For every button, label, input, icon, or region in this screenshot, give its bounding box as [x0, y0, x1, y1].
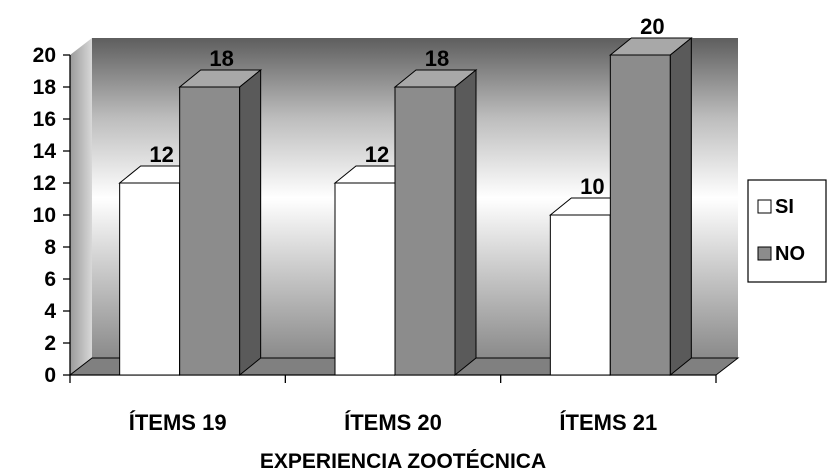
y-tick-label: 6	[44, 268, 56, 291]
y-tick-label: 20	[33, 44, 56, 67]
data-label: 18	[425, 46, 449, 71]
bar-front	[180, 87, 240, 375]
side-wall	[70, 38, 92, 375]
bar-no-1	[180, 70, 261, 375]
x-tick-label: ÍTEMS 20	[344, 410, 442, 435]
data-label: 20	[640, 14, 664, 39]
y-tick-label: 8	[44, 236, 56, 259]
bar-front	[395, 87, 455, 375]
bar-front	[120, 183, 180, 375]
y-tick-label: 10	[33, 204, 56, 227]
legend-label: SI	[775, 196, 794, 218]
y-tick-label: 18	[33, 76, 57, 99]
x-tick-label: ÍTEMS 21	[559, 410, 657, 435]
bar-front	[610, 55, 670, 375]
y-tick-label: 16	[33, 108, 56, 131]
x-axis-title: EXPERIENCIA ZOOTÉCNICA	[260, 450, 546, 470]
bar-side	[455, 70, 476, 375]
y-tick-label: 12	[33, 172, 56, 195]
data-label: 12	[365, 142, 389, 167]
bar-side	[670, 38, 691, 375]
legend-label: NO	[775, 243, 805, 265]
y-tick-label: 4	[44, 300, 56, 323]
legend-swatch	[758, 247, 771, 260]
data-label: 12	[149, 142, 173, 167]
legend-swatch	[758, 200, 771, 213]
bar-front	[335, 183, 395, 375]
bar-front	[550, 215, 610, 375]
y-tick-label: 0	[44, 364, 56, 387]
bar-no-2	[395, 70, 476, 375]
bar-side	[240, 70, 261, 375]
bar-no-3	[610, 38, 691, 375]
y-tick-label: 14	[33, 140, 57, 163]
y-tick-label: 2	[44, 332, 56, 355]
legend: SI NO	[748, 180, 826, 282]
data-label: 10	[580, 174, 604, 199]
data-label: 18	[209, 46, 233, 71]
x-tick-label: ÍTEMS 19	[129, 410, 227, 435]
